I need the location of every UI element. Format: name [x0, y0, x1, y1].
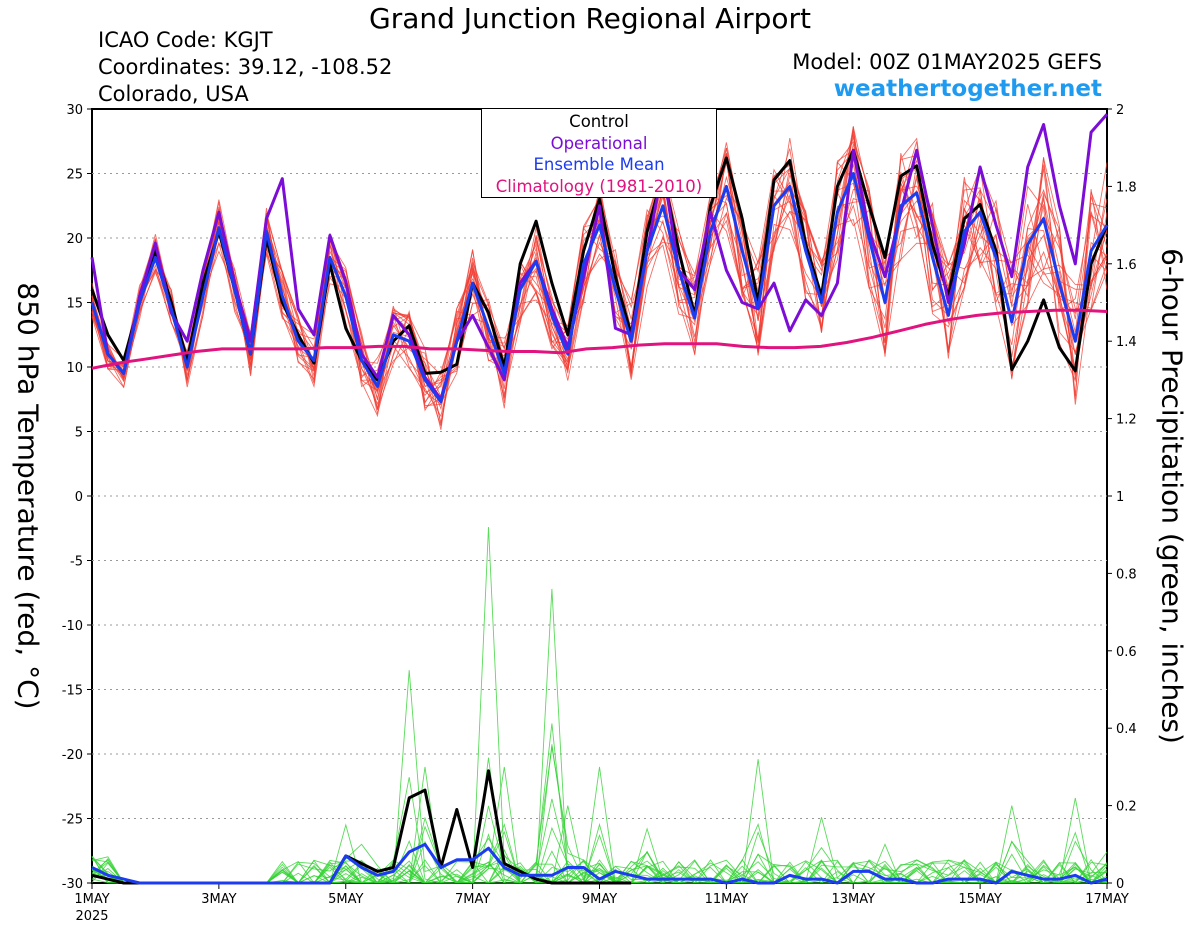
- precip-member-line: [91, 723, 1108, 884]
- right-tick-label: 2: [1116, 103, 1124, 118]
- precip-ensemble-members: [91, 526, 1108, 885]
- model-run: Model: 00Z 01MAY2025 GEFS: [792, 50, 1102, 74]
- x-tick-label: 3MAY: [201, 892, 236, 907]
- region: Colorado, USA: [98, 82, 249, 106]
- chart-title: Grand Junction Regional Airport: [369, 2, 811, 35]
- x-tick-label: 9MAY: [582, 892, 617, 907]
- x-tick-label: 7MAY: [455, 892, 490, 907]
- right-tick-label: 1.4: [1116, 335, 1137, 350]
- left-tick-label: -20: [62, 748, 83, 763]
- left-tick-label: 30: [66, 103, 83, 118]
- site-link[interactable]: weathertogether.net: [833, 76, 1102, 102]
- precip-member-line: [91, 840, 1108, 884]
- precip-member-line: [91, 526, 1107, 884]
- precip-member-line: [91, 827, 1107, 884]
- right-tick-label: 0: [1116, 877, 1124, 892]
- legend-operational: Operational: [550, 133, 648, 153]
- right-tick-label: 1.8: [1116, 180, 1137, 195]
- left-tick-label: 15: [66, 297, 83, 312]
- right-tick-label: 0.6: [1116, 645, 1137, 660]
- left-tick-label: 10: [66, 361, 83, 376]
- left-tick-label: 5: [75, 426, 83, 441]
- x-tick-label: 5MAY: [328, 892, 363, 907]
- precip-member-line: [91, 837, 1108, 884]
- left-tick-label: -15: [62, 684, 83, 699]
- right-tick-label: 0.4: [1116, 722, 1137, 737]
- right-tick-label: 0.2: [1116, 800, 1137, 815]
- right-tick-label: 0.8: [1116, 567, 1137, 582]
- precip-member-line: [91, 588, 1108, 884]
- left-tick-label: -5: [70, 555, 83, 570]
- precip-member-line: [91, 777, 1108, 884]
- left-axis-label: 850 hPa Temperature (red, °C): [11, 282, 45, 710]
- right-tick-label: 1: [1116, 490, 1124, 505]
- legend-control: Control: [569, 112, 629, 131]
- left-tick-label: 25: [66, 168, 83, 183]
- precip-member-line: [91, 744, 1108, 884]
- x-tick-label: 15MAY: [958, 892, 1002, 907]
- ensemble-mean-left-line: [90, 172, 1109, 404]
- x-tick-label: 11MAY: [705, 892, 749, 907]
- legend-ensemble-mean: Ensemble Mean: [533, 155, 665, 174]
- right-tick-label: 1.2: [1116, 413, 1137, 428]
- right-axis-label: 6-hour Precipitation (green, inches): [1155, 248, 1189, 744]
- ensemble-mean-right-line: [91, 842, 1108, 885]
- legend-climatology: Climatology (1981-2010): [495, 176, 703, 196]
- x-tick-label: 13MAY: [831, 892, 875, 907]
- left-tick-label: 0: [75, 490, 83, 505]
- x-tick-label: 1MAY: [74, 892, 109, 907]
- right-tick-label: 1.6: [1116, 258, 1137, 273]
- legend: Control Operational Ensemble Mean Climat…: [481, 108, 717, 198]
- climatology-left-line: [91, 308, 1108, 370]
- icao-code: ICAO Code: KGJT: [98, 28, 273, 52]
- operational-left-line: [90, 113, 1109, 401]
- left-tick-label: 20: [66, 232, 83, 247]
- left-tick-label: -30: [62, 877, 83, 892]
- coordinates: Coordinates: 39.12, -108.52: [98, 55, 393, 79]
- left-tick-label: -10: [62, 619, 83, 634]
- x-tick-label: 17MAY: [1085, 892, 1129, 907]
- x-tick-sublabel: 2025: [75, 909, 108, 924]
- left-tick-label: -25: [62, 813, 83, 828]
- precip-member-line: [91, 670, 1108, 884]
